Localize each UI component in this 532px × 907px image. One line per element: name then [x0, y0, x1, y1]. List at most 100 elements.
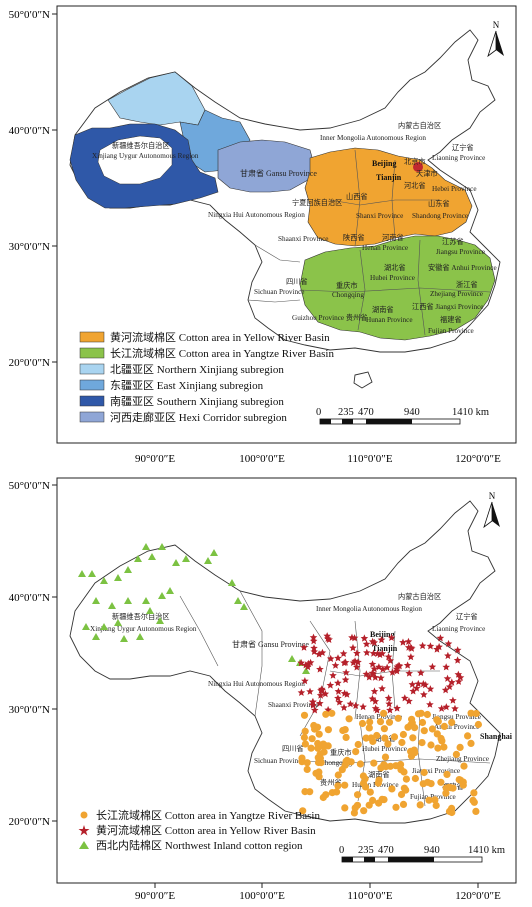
anhui-label: 安徽省 Anhui Province [428, 263, 497, 272]
cotton-site-circle [440, 743, 448, 751]
lat-label: 50°0′0″N [9, 9, 50, 21]
cotton-site-circle [375, 799, 383, 807]
cotton-site-circle [380, 725, 388, 733]
jiangxi-label: 江西省 Jiangxi Province [412, 302, 483, 311]
cotton-site-star [386, 656, 395, 664]
north-arrow: N [487, 20, 504, 58]
map-frame [56, 5, 517, 444]
cotton-site-star [316, 691, 325, 699]
cotton-site-star [316, 699, 324, 707]
yellow-river-cotton-area [304, 147, 473, 247]
cotton-site-circle [428, 725, 436, 733]
cotton-site-circle [418, 718, 427, 727]
cotton-site-circle [397, 790, 406, 799]
cotton-site-star [373, 706, 381, 714]
cotton-site-star [331, 661, 340, 669]
inner-mongolia-label-en: Inner Mongolia Autonomous Region [320, 134, 426, 142]
cotton-site-circle [448, 718, 456, 726]
cotton-site-circle [366, 718, 374, 726]
cotton-site-star [444, 651, 452, 660]
cotton-site-star [442, 663, 450, 671]
scale-bar: 0 235 470 940 1410 km [339, 845, 505, 863]
legend-circle-symbol [80, 811, 88, 819]
cotton-site-circle [467, 709, 475, 717]
cotton-site-circle [360, 807, 368, 815]
cotton-site-star [311, 706, 319, 714]
bottom-map-panel: 90°0′0″E 100°0′0″E 110°0′0″E 120°0′0″E 5… [0, 443, 532, 902]
cotton-site-circle [352, 748, 360, 756]
cotton-site-star [329, 671, 337, 679]
cotton-site-circle [390, 733, 399, 741]
xinjiang-label-en: Xinjiang Uygur Autonomous Region [92, 152, 199, 160]
jiangsu-label-cn: 江苏省 [442, 237, 464, 246]
lat-label: 20°0′0″N [9, 816, 50, 828]
henan-label: Henan Province [356, 713, 402, 721]
cotton-site-triangle [158, 592, 166, 599]
cotton-site-star [359, 702, 367, 711]
scale-label: 940 [424, 845, 440, 856]
cotton-site-star [445, 682, 454, 691]
shaanxi-label: Shaanxi Province [268, 701, 319, 709]
cotton-site-circle [431, 796, 439, 804]
gansu-label: 甘肃省 Gansu Province [240, 168, 317, 178]
cotton-site-triangle [142, 597, 150, 604]
cotton-site-circle [310, 721, 318, 730]
chongqing-label-en: Chongqing [320, 759, 352, 767]
cotton-site-star [454, 677, 463, 685]
cotton-site-circle [425, 796, 433, 804]
beijing-label-cn: 北京市 [404, 157, 426, 166]
tianjin-label: Tianjin [372, 644, 398, 653]
cotton-site-star [318, 685, 326, 693]
cotton-site-star [384, 694, 393, 702]
ningxia-label-en: Ningxia Hui Autonomous Region [208, 211, 305, 219]
top-map-panel: 50°0′0″N 40°0′0″N 30°0′0″N 20°0′0″N 新疆维吾… [0, 0, 532, 451]
cotton-site-circle [342, 733, 350, 741]
inner-mongolia-label-en: Inner Mongolia Autonomous Region [316, 605, 422, 613]
cotton-site-circle [314, 758, 323, 767]
cotton-site-star [316, 665, 324, 673]
hubei-label-en: Hubei Province [362, 745, 407, 753]
cotton-site-circle [354, 740, 362, 749]
lat-axis: 50°0′0″N 40°0′0″N 30°0′0″N 20°0′0″N [9, 9, 57, 369]
tianjin-label: Tianjin [376, 173, 402, 182]
cotton-site-star [369, 649, 378, 657]
shanghai-label: Shanghai [480, 732, 513, 741]
cotton-site-circle [464, 732, 472, 740]
cotton-site-circle [423, 710, 431, 719]
cotton-site-star [315, 650, 323, 658]
ningxia-label-cn: 宁夏回族自治区 [292, 198, 342, 207]
hunan-label-cn: 湖南省 [368, 770, 390, 779]
cotton-site-circle [420, 768, 428, 777]
cotton-site-star [343, 690, 351, 698]
cotton-site-triangle [88, 570, 96, 577]
cotton-site-star [326, 654, 335, 662]
cotton-site-star [449, 696, 457, 704]
inner-mongolia-label-cn: 内蒙古自治区 [398, 121, 441, 130]
xinjiang-regions [69, 71, 316, 209]
cotton-site-star [407, 653, 415, 661]
chongqing-label-en: Chongqing [332, 291, 364, 299]
cotton-site-triangle [92, 597, 100, 604]
cotton-site-triangle [234, 597, 242, 604]
cotton-site-star [388, 668, 397, 676]
legend-label: 黄河流域棉区 Cotton area in Yellow River Basin [96, 823, 316, 837]
jiangsu-label-en: Jiangsu Province [436, 248, 485, 256]
legend-label: 长江流域棉区 Cotton area in Yangtze River Basi… [110, 346, 334, 360]
cotton-site-circle [334, 771, 342, 779]
cotton-site-circle [455, 776, 463, 784]
cotton-site-star [395, 661, 403, 669]
cotton-site-triangle [100, 577, 108, 584]
cotton-site-star [426, 700, 434, 708]
cotton-site-circle [402, 775, 410, 783]
top-lon-axis: 90°0′0″E 100°0′0″E 110°0′0″E 120°0′0″E [135, 443, 501, 465]
cotton-site-circle [356, 760, 364, 768]
legend-label: 东疆亚区 East Xinjiang subregion [110, 379, 264, 392]
cotton-site-circle [322, 791, 330, 799]
cotton-site-circle [300, 711, 309, 719]
cotton-site-triangle [136, 633, 144, 640]
cotton-site-star [383, 663, 391, 671]
cotton-site-star [370, 687, 379, 695]
cotton-site-circle [447, 784, 455, 792]
lon-axis: 90°0′0″E 100°0′0″E 110°0′0″E 120°0′0″E [135, 883, 501, 902]
cotton-site-star [373, 649, 382, 657]
